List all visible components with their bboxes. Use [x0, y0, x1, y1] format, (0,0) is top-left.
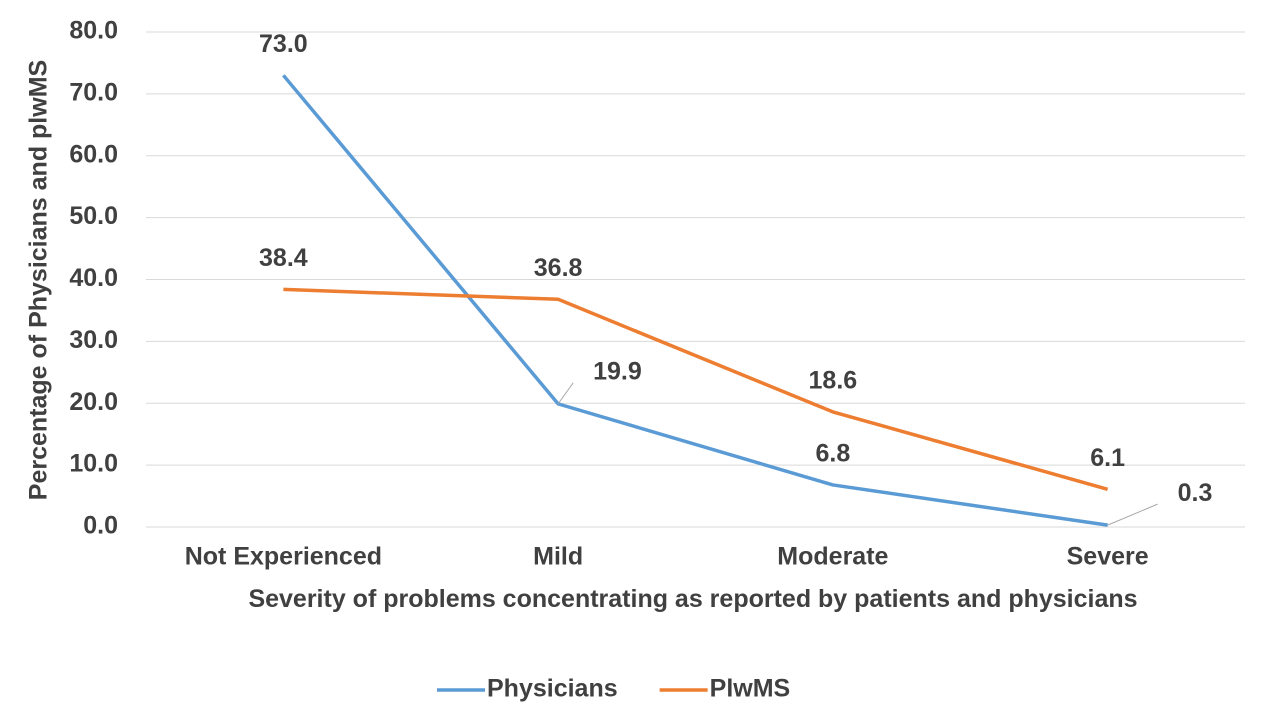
y-tick-label: 40.0: [69, 264, 118, 292]
data-label: 73.0: [259, 30, 308, 58]
y-tick-label: 80.0: [69, 17, 118, 45]
y-tick-label: 70.0: [69, 78, 118, 106]
data-label: 19.9: [593, 357, 642, 385]
y-tick-label: 0.0: [83, 512, 118, 540]
y-axis-label: Percentage of Physicians and plwMS: [25, 60, 53, 500]
legend-label: Physicians: [487, 675, 618, 703]
y-tick-label: 10.0: [69, 450, 118, 478]
y-tick-label: 30.0: [69, 326, 118, 354]
data-label: 38.4: [259, 244, 308, 272]
x-axis-label: Severity of problems concentrating as re…: [248, 585, 1138, 613]
x-tick-label: Mild: [533, 543, 583, 571]
x-tick-label: Moderate: [777, 543, 888, 571]
data-label: 6.8: [815, 440, 850, 468]
leader-line: [557, 382, 574, 405]
y-tick-label: 20.0: [69, 388, 118, 416]
x-tick-label: Severe: [1067, 543, 1149, 571]
x-tick-label: Not Experienced: [185, 543, 382, 571]
data-label: 6.1: [1090, 444, 1125, 472]
series-line: [283, 287, 1109, 491]
legend-label: PlwMS: [710, 675, 791, 703]
y-tick-label: 60.0: [69, 140, 118, 168]
data-label: 18.6: [809, 367, 858, 395]
data-label: 36.8: [534, 254, 583, 282]
leader-line: [1107, 503, 1158, 526]
series-line: [282, 74, 1108, 527]
data-label: 0.3: [1178, 479, 1213, 507]
y-tick-label: 50.0: [69, 202, 118, 230]
